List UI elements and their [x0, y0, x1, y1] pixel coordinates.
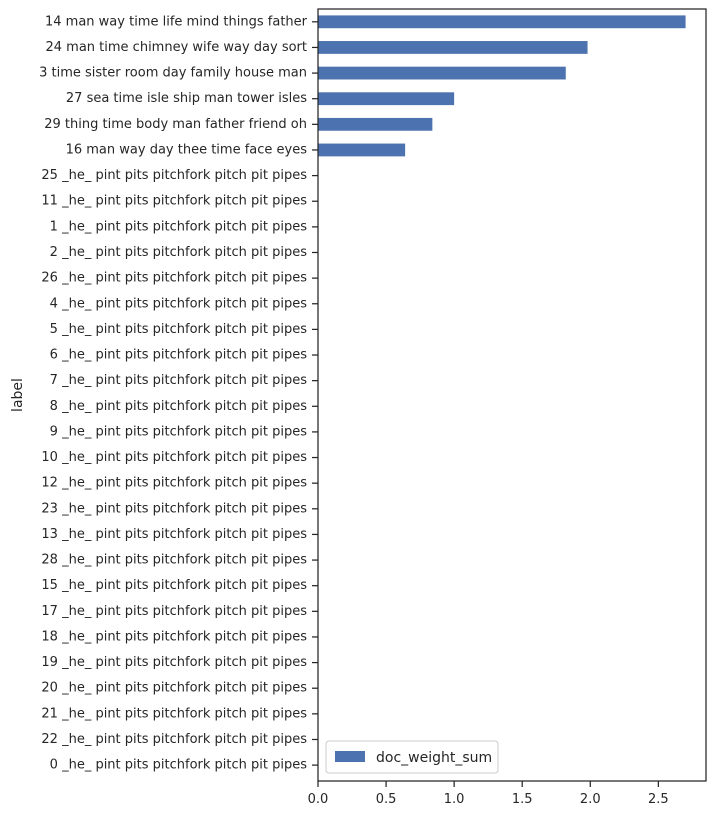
y-tick-label: 24 man time chimney wife way day sort — [46, 40, 308, 55]
y-tick-label: 22 _he_ pint pits pitchfork pitch pit pi… — [41, 732, 307, 747]
y-tick-label: 10 _he_ pint pits pitchfork pitch pit pi… — [41, 450, 307, 465]
y-tick-label: 5 _he_ pint pits pitchfork pitch pit pip… — [50, 322, 308, 337]
bar — [318, 41, 588, 54]
y-tick-label: 23 _he_ pint pits pitchfork pitch pit pi… — [41, 501, 307, 516]
bar — [318, 143, 406, 157]
y-tick-label: 13 _he_ pint pits pitchfork pitch pit pi… — [41, 527, 307, 542]
x-tick-label: 2.5 — [648, 792, 669, 807]
y-tick-label: 11 _he_ pint pits pitchfork pitch pit pi… — [41, 194, 307, 209]
legend-label: doc_weight_sum — [376, 750, 492, 766]
x-tick-label: 1.5 — [512, 792, 533, 807]
x-tick-label: 0.5 — [376, 792, 397, 807]
y-tick-label: 2 _he_ pint pits pitchfork pitch pit pip… — [50, 245, 308, 260]
y-tick-label: 25 _he_ pint pits pitchfork pitch pit pi… — [41, 168, 307, 183]
y-tick-label: 4 _he_ pint pits pitchfork pitch pit pip… — [50, 296, 308, 311]
y-tick-label: 19 _he_ pint pits pitchfork pitch pit pi… — [41, 655, 307, 670]
y-tick-label: 15 _he_ pint pits pitchfork pitch pit pi… — [41, 578, 307, 593]
y-tick-label: 29 thing time body man father friend oh — [44, 117, 307, 132]
bars-layer — [318, 15, 686, 157]
y-tick-label: 6 _he_ pint pits pitchfork pitch pit pip… — [50, 348, 308, 363]
legend-box — [325, 740, 499, 774]
y-tick-label: 14 man way time life mind things father — [45, 14, 308, 29]
legend-swatch — [335, 751, 365, 762]
y-tick-label: 21 _he_ pint pits pitchfork pitch pit pi… — [41, 706, 307, 721]
y-tick-label: 7 _he_ pint pits pitchfork pitch pit pip… — [50, 373, 308, 388]
y-tick-label: 0 _he_ pint pits pitchfork pitch pit pip… — [50, 758, 308, 773]
y-tick-label: 17 _he_ pint pits pitchfork pitch pit pi… — [41, 604, 307, 619]
y-tick-label: 9 _he_ pint pits pitchfork pitch pit pip… — [50, 424, 308, 439]
y-tick-label: 1 _he_ pint pits pitchfork pitch pit pip… — [50, 219, 308, 234]
x-tick-label: 1.0 — [444, 792, 465, 807]
y-tick-label: 3 time sister room day family house man — [39, 66, 307, 81]
y-tick-label: 28 _he_ pint pits pitchfork pitch pit pi… — [41, 553, 307, 568]
y-tick-label: 20 _he_ pint pits pitchfork pitch pit pi… — [41, 681, 307, 696]
plot-frame — [317, 8, 707, 782]
bar — [318, 15, 686, 29]
legend: doc_weight_sum — [325, 740, 499, 774]
y-tick-label: 12 _he_ pint pits pitchfork pitch pit pi… — [41, 476, 307, 491]
x-tick-label: 2.0 — [580, 792, 601, 807]
y-tick-label: 16 man way day thee time face eyes — [66, 142, 308, 157]
x-axis-ticks: 0.0 0.5 1.0 1.5 2.0 2.5 — [308, 781, 669, 807]
y-tick-label: 18 _he_ pint pits pitchfork pitch pit pi… — [41, 629, 307, 644]
bar — [318, 92, 455, 106]
y-axis-title: label — [10, 378, 26, 412]
y-tick-label: 27 sea time isle ship man tower isles — [66, 91, 307, 106]
x-tick-label: 0.0 — [308, 792, 329, 807]
y-tick-label: 26 _he_ pint pits pitchfork pitch pit pi… — [41, 271, 307, 286]
bar — [318, 117, 433, 131]
bar — [318, 66, 566, 80]
y-tick-label: 8 _he_ pint pits pitchfork pitch pit pip… — [50, 399, 308, 414]
y-axis-ticks: 14 man way time life mind things father 2… — [39, 14, 318, 773]
